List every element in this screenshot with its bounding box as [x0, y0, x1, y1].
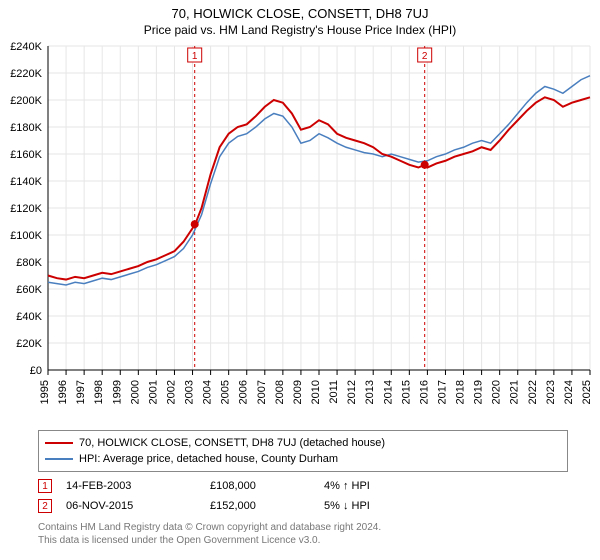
- svg-text:2009: 2009: [292, 380, 304, 404]
- svg-text:2019: 2019: [473, 380, 485, 404]
- svg-text:2012: 2012: [346, 380, 358, 404]
- sale-row: 2 06-NOV-2015 £152,000 5% ↓ HPI: [38, 496, 568, 516]
- svg-text:2025: 2025: [581, 380, 593, 404]
- svg-text:£200K: £200K: [10, 95, 42, 107]
- svg-text:2005: 2005: [220, 380, 232, 404]
- svg-text:2003: 2003: [184, 380, 196, 404]
- legend-label: HPI: Average price, detached house, Coun…: [79, 453, 338, 465]
- legend: 70, HOLWICK CLOSE, CONSETT, DH8 7UJ (det…: [38, 430, 568, 472]
- svg-text:1: 1: [192, 51, 198, 62]
- svg-text:2013: 2013: [364, 380, 376, 404]
- svg-text:2000: 2000: [129, 380, 141, 404]
- sale-row: 1 14-FEB-2003 £108,000 4% ↑ HPI: [38, 476, 568, 496]
- svg-text:1996: 1996: [57, 380, 69, 404]
- legend-label: 70, HOLWICK CLOSE, CONSETT, DH8 7UJ (det…: [79, 437, 385, 449]
- sale-marker-box: 1: [38, 479, 52, 493]
- svg-text:£60K: £60K: [16, 284, 42, 296]
- sale-price: £152,000: [210, 500, 310, 512]
- svg-text:£120K: £120K: [10, 203, 42, 215]
- svg-text:2018: 2018: [455, 380, 467, 404]
- svg-text:2024: 2024: [563, 380, 575, 404]
- line-chart: £0 £20K £40K £60K £80K £100K £120K £140K £160K £1…: [0, 40, 600, 420]
- chart-title: 70, HOLWICK CLOSE, CONSETT, DH8 7UJ: [0, 0, 600, 21]
- sale-hpi: 5% ↓ HPI: [324, 500, 424, 512]
- svg-text:2007: 2007: [256, 380, 268, 404]
- svg-text:2: 2: [422, 51, 428, 62]
- svg-text:2004: 2004: [202, 380, 214, 404]
- svg-text:2008: 2008: [274, 380, 286, 404]
- legend-row: 70, HOLWICK CLOSE, CONSETT, DH8 7UJ (det…: [45, 435, 561, 451]
- svg-text:£240K: £240K: [10, 41, 42, 53]
- legend-row: HPI: Average price, detached house, Coun…: [45, 451, 561, 467]
- sale-date: 14-FEB-2003: [66, 480, 196, 492]
- sale-marker-box: 2: [38, 499, 52, 513]
- svg-text:2017: 2017: [436, 380, 448, 404]
- footnote-line-2: This data is licensed under the Open Gov…: [38, 535, 578, 548]
- sale-date: 06-NOV-2015: [66, 500, 196, 512]
- chart-container: 70, HOLWICK CLOSE, CONSETT, DH8 7UJ Pric…: [0, 0, 600, 560]
- svg-text:£0: £0: [30, 365, 42, 377]
- footnote: Contains HM Land Registry data © Crown c…: [38, 522, 578, 547]
- svg-text:2010: 2010: [310, 380, 322, 404]
- svg-text:1999: 1999: [111, 380, 123, 404]
- svg-text:£80K: £80K: [16, 257, 42, 269]
- chart-subtitle: Price paid vs. HM Land Registry's House …: [0, 21, 600, 41]
- chart-area: £0 £20K £40K £60K £80K £100K £120K £140K £160K £1…: [0, 40, 600, 420]
- svg-text:£220K: £220K: [10, 68, 42, 80]
- svg-text:2022: 2022: [527, 380, 539, 404]
- svg-text:1998: 1998: [93, 380, 105, 404]
- svg-text:2011: 2011: [328, 380, 340, 404]
- legend-swatch: [45, 442, 73, 444]
- footnote-line-1: Contains HM Land Registry data © Crown c…: [38, 522, 578, 535]
- svg-text:2001: 2001: [147, 380, 159, 404]
- svg-text:2023: 2023: [545, 380, 557, 404]
- svg-text:£160K: £160K: [10, 149, 42, 161]
- svg-text:£180K: £180K: [10, 122, 42, 134]
- svg-text:2006: 2006: [238, 380, 250, 404]
- svg-text:£100K: £100K: [10, 230, 42, 242]
- svg-text:2020: 2020: [491, 380, 503, 404]
- legend-swatch: [45, 458, 73, 460]
- sale-price: £108,000: [210, 480, 310, 492]
- sale-hpi: 4% ↑ HPI: [324, 480, 424, 492]
- svg-text:1997: 1997: [75, 380, 87, 404]
- svg-text:2021: 2021: [509, 380, 521, 404]
- svg-text:£140K: £140K: [10, 176, 42, 188]
- svg-text:1995: 1995: [39, 380, 51, 404]
- svg-text:2002: 2002: [165, 380, 177, 404]
- svg-text:2014: 2014: [382, 380, 394, 404]
- svg-text:2015: 2015: [400, 380, 412, 404]
- svg-text:£20K: £20K: [16, 338, 42, 350]
- svg-text:£40K: £40K: [16, 311, 42, 323]
- sales-table: 1 14-FEB-2003 £108,000 4% ↑ HPI 2 06-NOV-2015…: [38, 476, 568, 516]
- svg-text:2016: 2016: [418, 380, 430, 404]
